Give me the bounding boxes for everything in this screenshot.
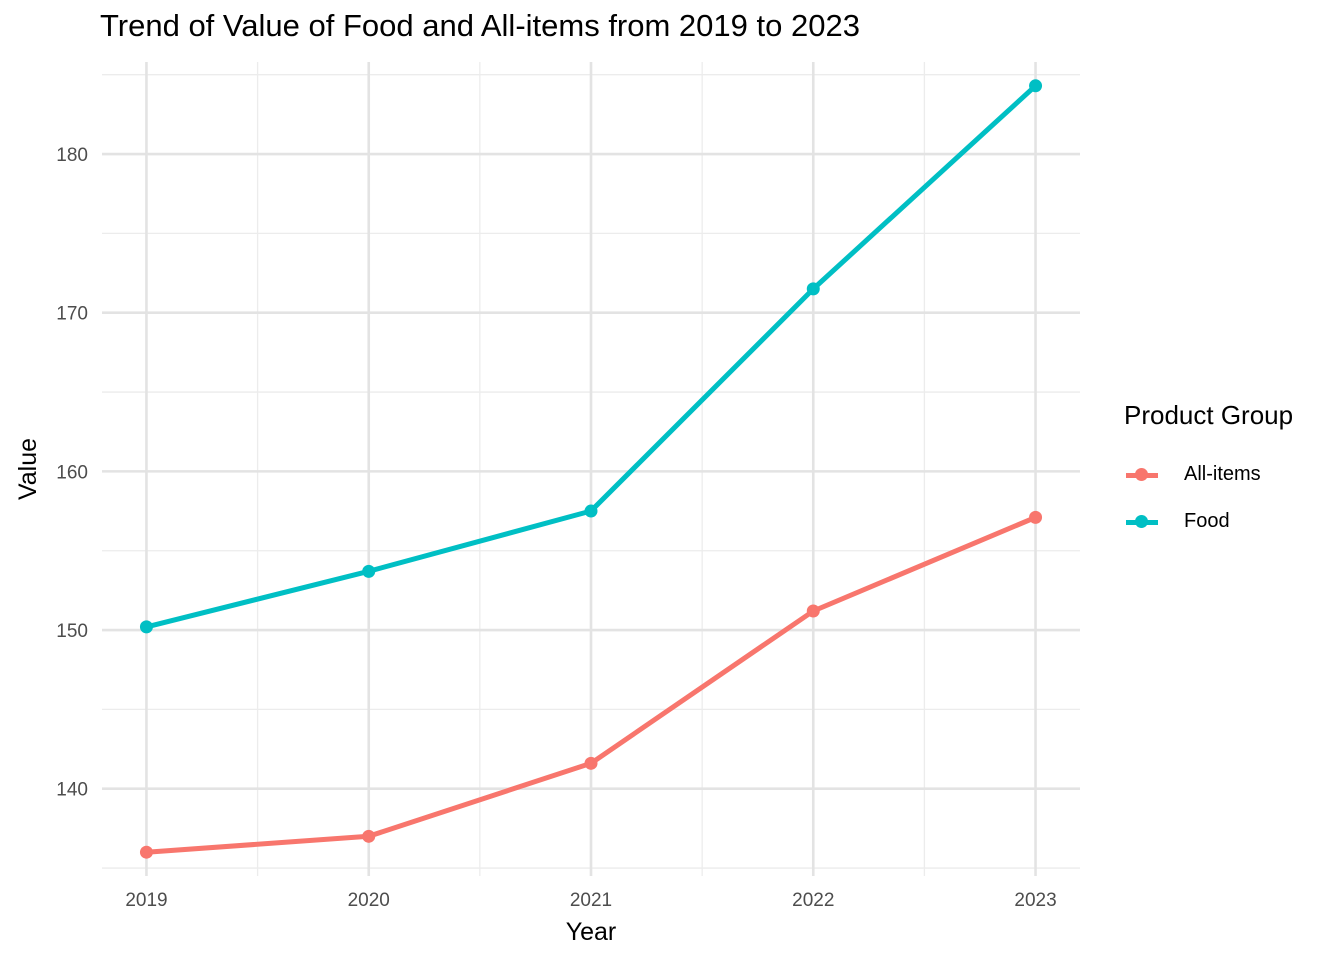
data-point [139, 845, 153, 859]
major-gridlines [102, 62, 1080, 876]
data-point [806, 604, 820, 618]
series-layer [139, 79, 1043, 859]
y-tick-label: 140 [56, 780, 88, 801]
legend-item: Food [1124, 498, 1293, 545]
legend-items: All-items Food [1124, 451, 1293, 545]
data-point [806, 282, 820, 296]
legend-title: Product Group [1124, 400, 1294, 430]
x-axis-title: Year [566, 918, 617, 946]
x-tick-label: 2021 [570, 890, 612, 911]
legend: Product Group All-items Food [1124, 400, 1293, 545]
data-point [362, 564, 376, 578]
legend-label: Food [1184, 510, 1230, 532]
y-tick-label: 170 [56, 304, 88, 325]
data-point [362, 829, 376, 843]
y-tick-label: 150 [56, 621, 88, 642]
legend-key [1124, 512, 1160, 532]
data-point [584, 756, 598, 770]
x-tick-label: 2020 [348, 890, 390, 911]
y-axis-ticks: 140 150 160 170 180 [56, 145, 88, 801]
chart-title: Trend of Value of Food and All-items fro… [100, 8, 860, 43]
legend-item: All-items [1124, 451, 1293, 498]
x-tick-label: 2019 [125, 890, 167, 911]
data-point [1029, 510, 1043, 524]
x-tick-label: 2023 [1014, 890, 1056, 911]
legend-label: All-items [1184, 463, 1261, 485]
legend-key [1124, 465, 1160, 485]
data-point [139, 620, 153, 634]
data-point [584, 504, 598, 518]
x-tick-label: 2022 [792, 890, 834, 911]
y-tick-label: 160 [56, 462, 88, 483]
y-axis-title: Value [14, 438, 42, 500]
y-tick-label: 180 [56, 145, 88, 166]
x-axis-ticks: 2019 2020 2021 2022 2023 [125, 890, 1056, 911]
data-point [1029, 79, 1043, 93]
